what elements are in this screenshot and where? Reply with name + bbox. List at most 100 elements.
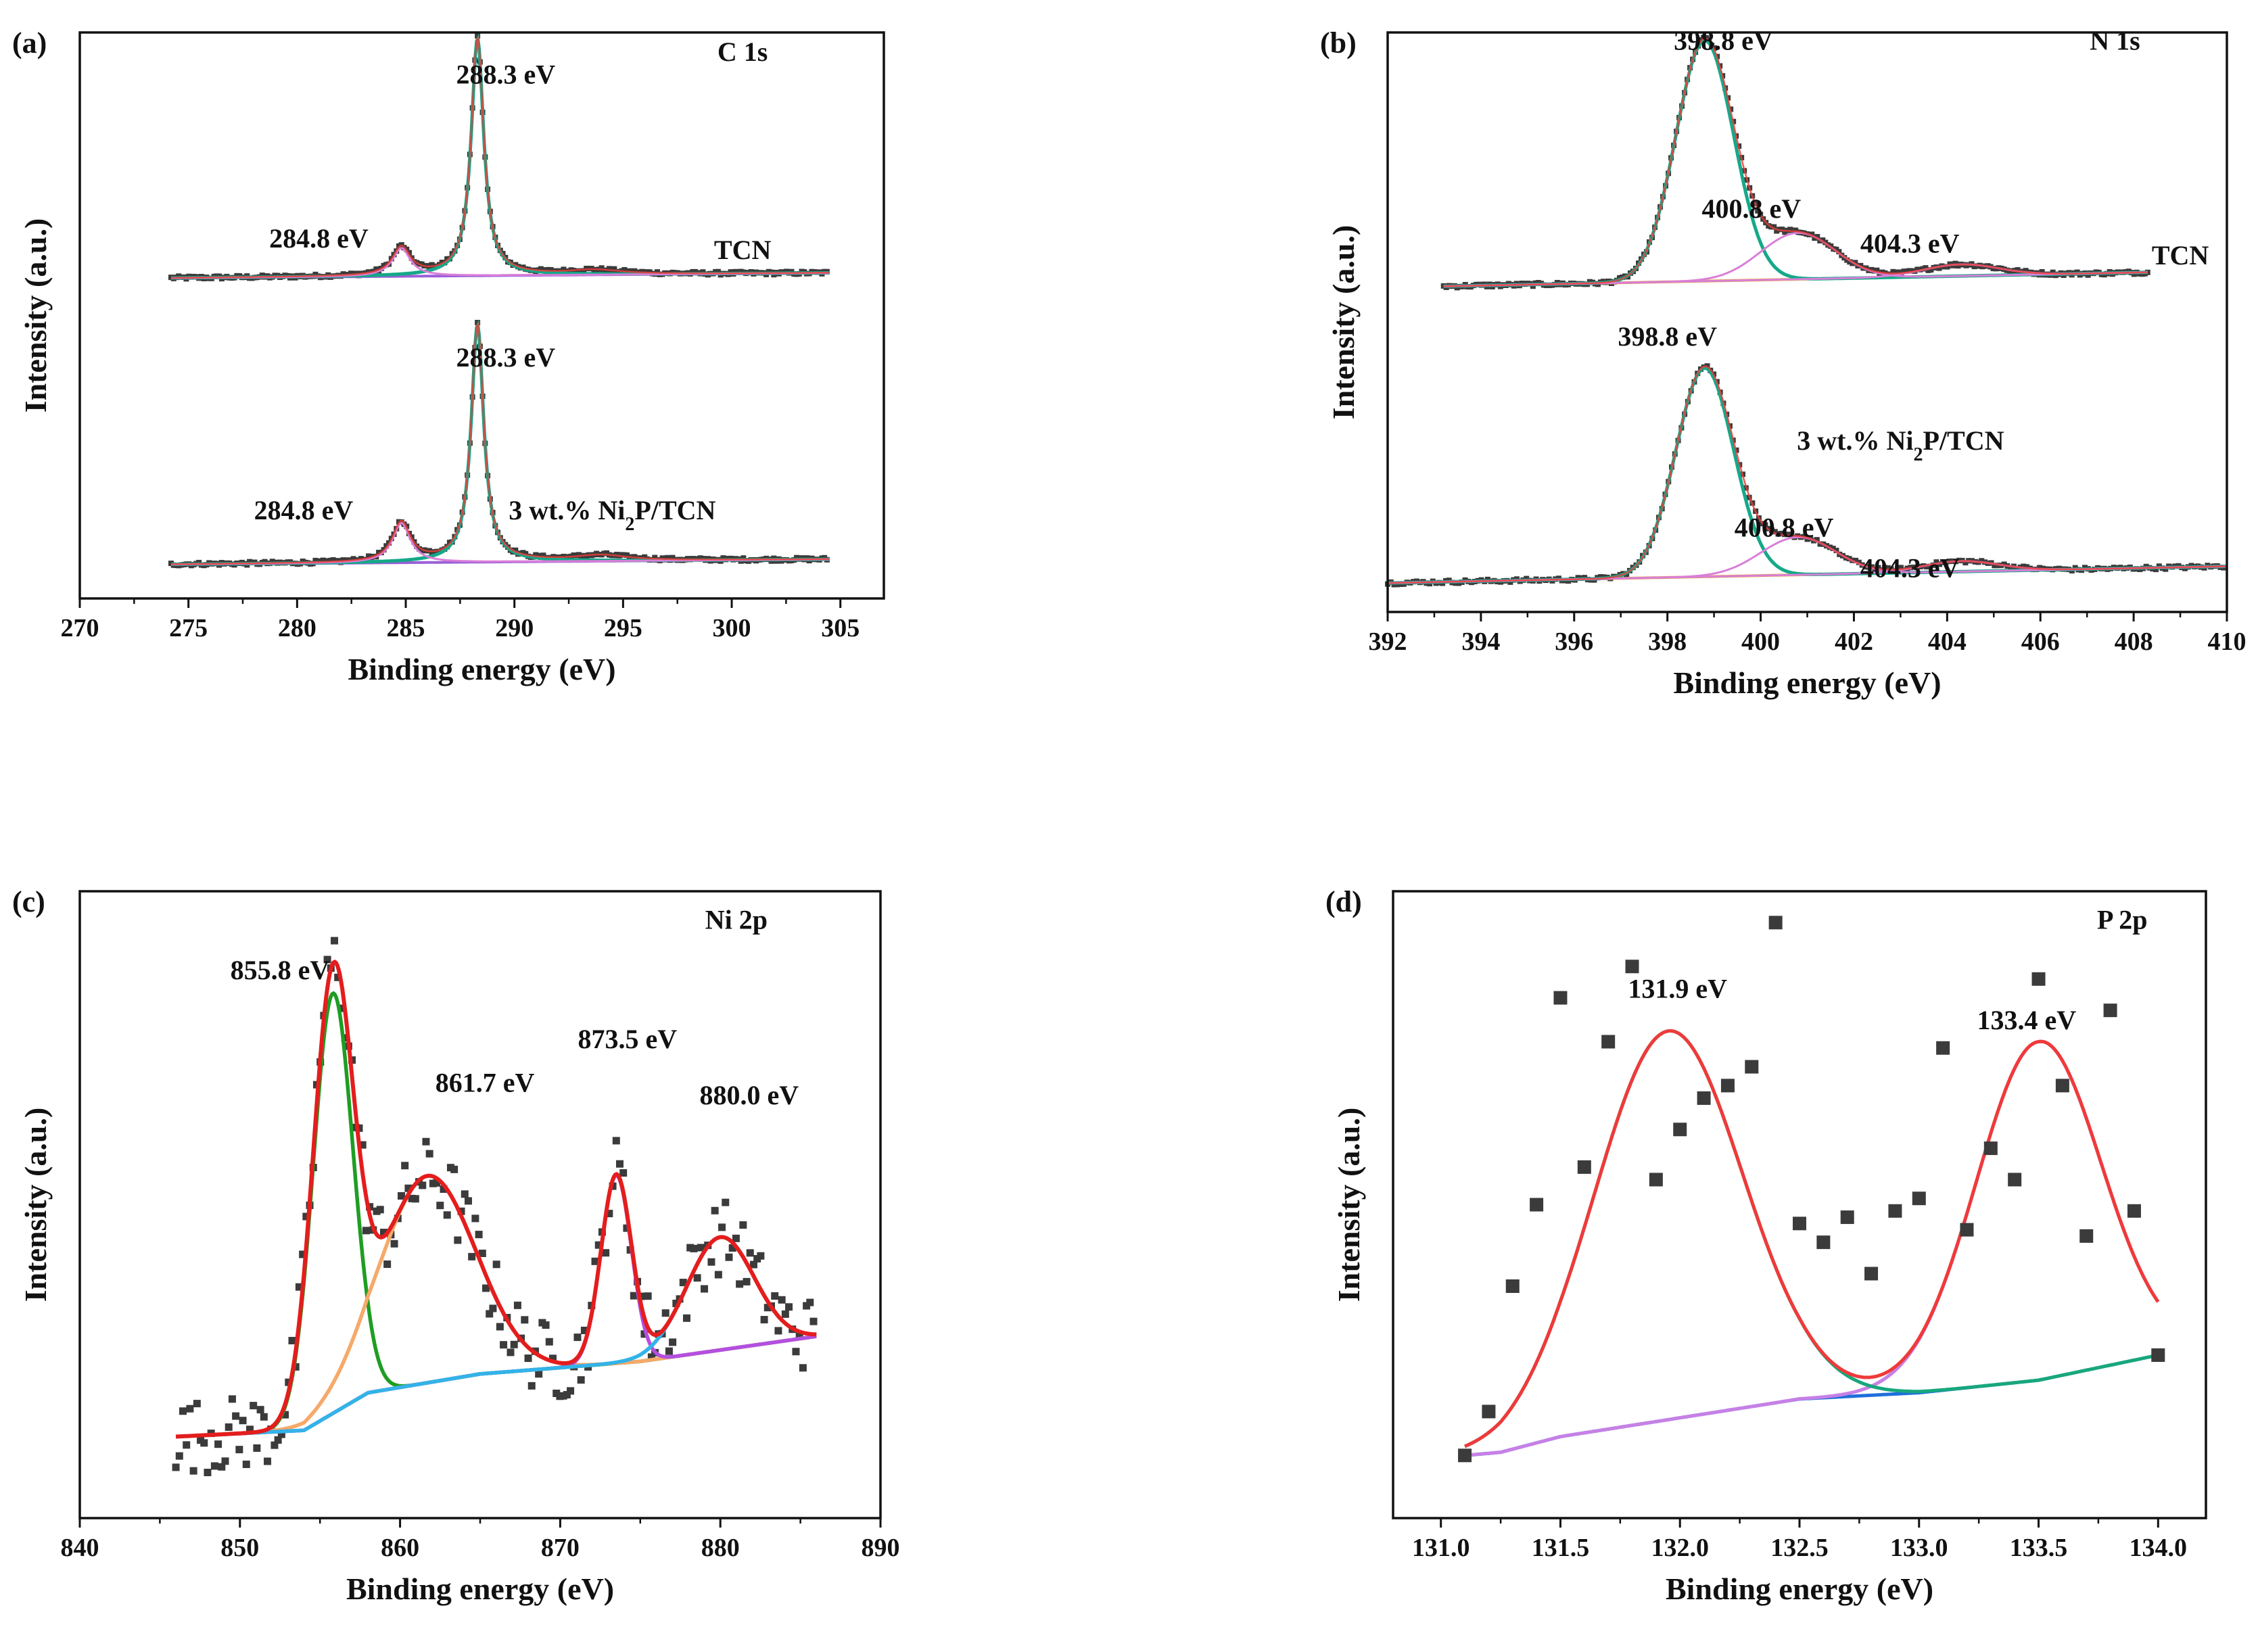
data-point: [260, 1413, 268, 1421]
component-peak-line: [175, 991, 817, 1439]
peak-annotation: C 1s: [718, 37, 768, 67]
y-axis-label: Intensity (a.u.): [1326, 225, 1361, 420]
peak-annotation: 3 wt.% Ni2P/TCN: [509, 495, 715, 535]
x-tick-label: 275: [169, 614, 208, 642]
data-point: [1896, 269, 1902, 275]
data-point: [1840, 1210, 1854, 1225]
data-point: [334, 973, 342, 981]
data-point: [809, 1317, 818, 1325]
data-point: [436, 1202, 444, 1210]
data-point: [535, 1370, 543, 1378]
data-point: [2015, 267, 2021, 273]
data-point: [672, 1300, 680, 1308]
data-point: [785, 1303, 793, 1311]
data-point: [1912, 1191, 1926, 1206]
data-point: [778, 1296, 786, 1304]
panel-label: (c): [12, 885, 45, 918]
data-point: [1814, 234, 1820, 240]
data-point: [475, 1231, 483, 1239]
data-point: [274, 1436, 282, 1444]
data-point: [714, 1271, 722, 1279]
data-point: [1793, 1217, 1806, 1231]
data-point: [1888, 1204, 1902, 1218]
data-point: [792, 1348, 800, 1356]
data-point: [774, 1327, 782, 1335]
data-point: [189, 1467, 197, 1475]
data-point: [221, 1457, 229, 1465]
data-point: [1601, 1035, 1616, 1049]
data-point: [1817, 541, 1823, 547]
data-point: [1833, 548, 1839, 554]
data-point: [454, 1236, 462, 1244]
data-point: [1772, 529, 1778, 535]
data-point: [1673, 1123, 1687, 1137]
data-point: [510, 1340, 518, 1348]
data-point: [1816, 1235, 1831, 1250]
data-point: [1785, 532, 1791, 538]
x-tick-label: 131.5: [1532, 1534, 1590, 1562]
envelope-line: [171, 321, 830, 565]
data-point: [739, 1221, 747, 1229]
data-point: [2021, 563, 2027, 569]
x-tick-label: 131.0: [1412, 1534, 1470, 1562]
component-peak-line: [1443, 39, 2148, 288]
data-point: [362, 1227, 370, 1235]
data-point: [1933, 559, 1939, 565]
data-point: [210, 1462, 218, 1470]
data-point: [1936, 1041, 1950, 1055]
data-point: [239, 1417, 247, 1425]
data-point: [186, 1405, 194, 1413]
data-point: [443, 1211, 451, 1219]
data-point: [302, 1212, 310, 1221]
peak-annotation: 398.8 eV: [1618, 321, 1717, 352]
data-point: [1944, 264, 1950, 270]
data-point: [630, 1292, 638, 1300]
component-peak-line: [1388, 536, 2227, 584]
x-tick-label: 394: [1461, 628, 1500, 656]
data-point: [1904, 268, 1910, 275]
peak-annotation: Ni 2p: [705, 905, 768, 935]
data-point: [179, 1407, 187, 1415]
x-tick-label: 408: [2115, 628, 2153, 656]
data-point: [513, 1301, 521, 1309]
x-axis-label: Binding energy (eV): [1666, 1572, 1933, 1606]
data-point: [619, 1169, 628, 1177]
x-tick-label: 300: [713, 614, 751, 642]
x-tick-label: 870: [541, 1534, 580, 1562]
data-point: [725, 1253, 733, 1261]
data-point: [1882, 565, 1888, 571]
data-point: [1762, 522, 1768, 528]
x-tick-label: 280: [278, 614, 316, 642]
data-point: [749, 1260, 757, 1269]
data-point: [1787, 227, 1793, 233]
data-point: [661, 1309, 669, 1317]
peak-annotation: 284.8 eV: [254, 495, 354, 525]
data-point: [1768, 916, 1783, 930]
x-tick-label: 890: [862, 1534, 900, 1562]
peak-annotation: TCN: [714, 235, 772, 265]
data-point: [1779, 530, 1785, 536]
plot-frame: [78, 31, 885, 600]
data-point: [404, 1184, 413, 1192]
data-point: [2017, 270, 2023, 276]
data-point: [271, 1441, 279, 1449]
peak-annotation: 3 wt.% Ni2P/TCN: [1797, 425, 2004, 465]
data-point: [1960, 1223, 1974, 1237]
data-point: [1895, 565, 1901, 571]
data-point: [2151, 1348, 2165, 1362]
data-point: [1793, 227, 1799, 233]
x-tick-label: 290: [495, 614, 534, 642]
data-point: [250, 1402, 258, 1410]
data-point: [496, 1323, 504, 1331]
data-point: [264, 1457, 272, 1465]
data-point: [1804, 536, 1810, 542]
x-tick-label: 132.5: [1770, 1534, 1829, 1562]
data-point: [2001, 561, 2007, 567]
data-point: [426, 265, 432, 271]
data-point: [379, 1229, 387, 1237]
data-point: [644, 1292, 652, 1300]
data-point: [228, 1395, 236, 1403]
data-point: [669, 1338, 677, 1346]
data-point: [1937, 561, 1943, 567]
data-point: [1924, 564, 1930, 570]
